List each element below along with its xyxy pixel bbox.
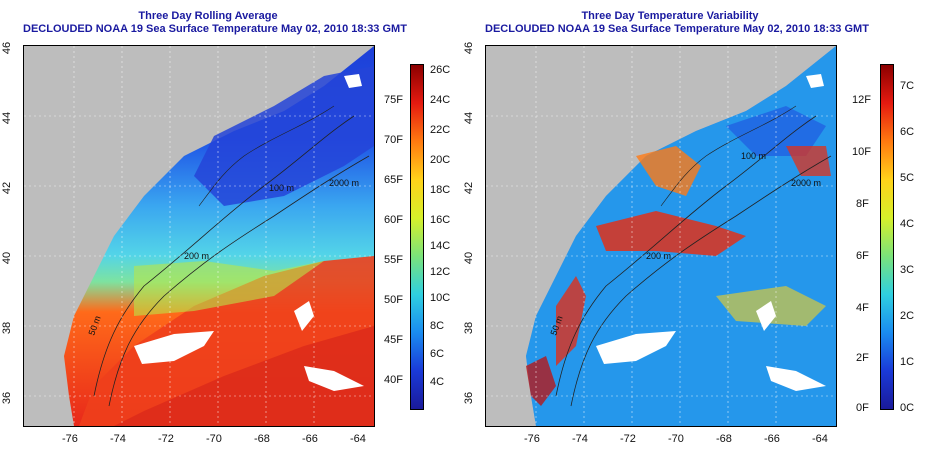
right-lon-tick: -66	[764, 433, 780, 445]
left-cbar-c: 26C	[430, 64, 451, 76]
right-lon-tick: -76	[524, 433, 540, 445]
left-contour-label-2000: 2000 m	[329, 178, 359, 188]
right-cbar-c: 7C	[900, 80, 915, 92]
right-contour-label-2000: 2000 m	[791, 178, 821, 188]
right-colorbar	[880, 64, 894, 410]
right-cbar-f: 2F	[856, 352, 869, 364]
right-title-line1: Three Day Temperature Variability	[581, 10, 759, 22]
right-lon-tick: -74	[572, 433, 588, 445]
right-lat-tick: 46	[463, 41, 476, 55]
right-lat-tick: 44	[463, 111, 476, 125]
left-lat-tick: 44	[1, 111, 14, 125]
left-cbar-c: 12C	[430, 266, 451, 278]
right-contour-label-100: 100 m	[741, 151, 766, 161]
right-cbar-f: 8F	[856, 198, 869, 210]
left-lon-tick: -66	[302, 433, 318, 445]
left-cbar-c: 20C	[430, 154, 451, 166]
right-cbar-c: 5C	[900, 172, 915, 184]
left-cbar-f: 60F	[384, 214, 403, 226]
left-cbar-c: 4C	[430, 376, 445, 388]
left-cbar-c: 6C	[430, 348, 445, 360]
right-lat-tick: 40	[463, 251, 476, 265]
left-cbar-c: 22C	[430, 124, 451, 136]
right-cbar-f: 4F	[856, 302, 869, 314]
left-lon-tick: -70	[206, 433, 222, 445]
left-title-line1: Three Day Rolling Average	[138, 10, 278, 22]
right-lon-tick: -64	[812, 433, 828, 445]
left-cbar-c: 16C	[430, 214, 451, 226]
left-colorbar	[410, 64, 424, 410]
right-cbar-f: 10F	[852, 146, 871, 158]
right-lon-tick: -72	[620, 433, 636, 445]
left-cbar-c: 24C	[430, 94, 451, 106]
right-cbar-c: 1C	[900, 356, 915, 368]
right-contour-label-200: 200 m	[646, 251, 671, 261]
right-lon-tick: -68	[716, 433, 732, 445]
right-variability-map: 2000 m 100 m 200 m 50 m	[485, 45, 837, 427]
right-cbar-f: 0F	[856, 402, 869, 414]
left-lon-tick: -68	[254, 433, 270, 445]
right-cbar-c: 6C	[900, 126, 915, 138]
left-cbar-f: 70F	[384, 134, 403, 146]
left-cbar-f: 50F	[384, 294, 403, 306]
left-lon-tick: -74	[110, 433, 126, 445]
left-lat-tick: 38	[1, 321, 14, 335]
left-cbar-f: 55F	[384, 254, 403, 266]
right-lat-tick: 42	[463, 181, 476, 195]
right-cbar-c: 4C	[900, 218, 915, 230]
left-lon-tick: -64	[350, 433, 366, 445]
left-cbar-f: 65F	[384, 174, 403, 186]
left-contour-label-100: 100 m	[269, 183, 294, 193]
left-lat-tick: 40	[1, 251, 14, 265]
left-cbar-f: 75F	[384, 94, 403, 106]
left-title-line2: DECLOUDED NOAA 19 Sea Surface Temperatur…	[23, 23, 407, 35]
right-cbar-c: 0C	[900, 402, 915, 414]
right-cbar-c: 3C	[900, 264, 915, 276]
left-contour-label-200a: 200 m	[184, 251, 209, 261]
left-cbar-f: 45F	[384, 334, 403, 346]
right-lat-tick: 38	[463, 321, 476, 335]
left-sst-map: 2000 m 200 m 100 m 50 m	[23, 45, 375, 427]
left-lat-tick: 42	[1, 181, 14, 195]
left-lat-tick: 46	[1, 41, 14, 55]
left-cbar-c: 14C	[430, 240, 451, 252]
left-lon-tick: -76	[62, 433, 78, 445]
left-cbar-c: 10C	[430, 292, 451, 304]
left-lat-tick: 36	[1, 391, 14, 405]
right-cbar-f: 12F	[852, 94, 871, 106]
right-cbar-f: 6F	[856, 250, 869, 262]
left-cbar-f: 40F	[384, 374, 403, 386]
right-cbar-c: 2C	[900, 310, 915, 322]
right-lon-tick: -70	[668, 433, 684, 445]
left-cbar-c: 18C	[430, 184, 451, 196]
right-title-line2: DECLOUDED NOAA 19 Sea Surface Temperatur…	[485, 23, 869, 35]
left-lon-tick: -72	[158, 433, 174, 445]
left-cbar-c: 8C	[430, 320, 445, 332]
right-lat-tick: 36	[463, 391, 476, 405]
